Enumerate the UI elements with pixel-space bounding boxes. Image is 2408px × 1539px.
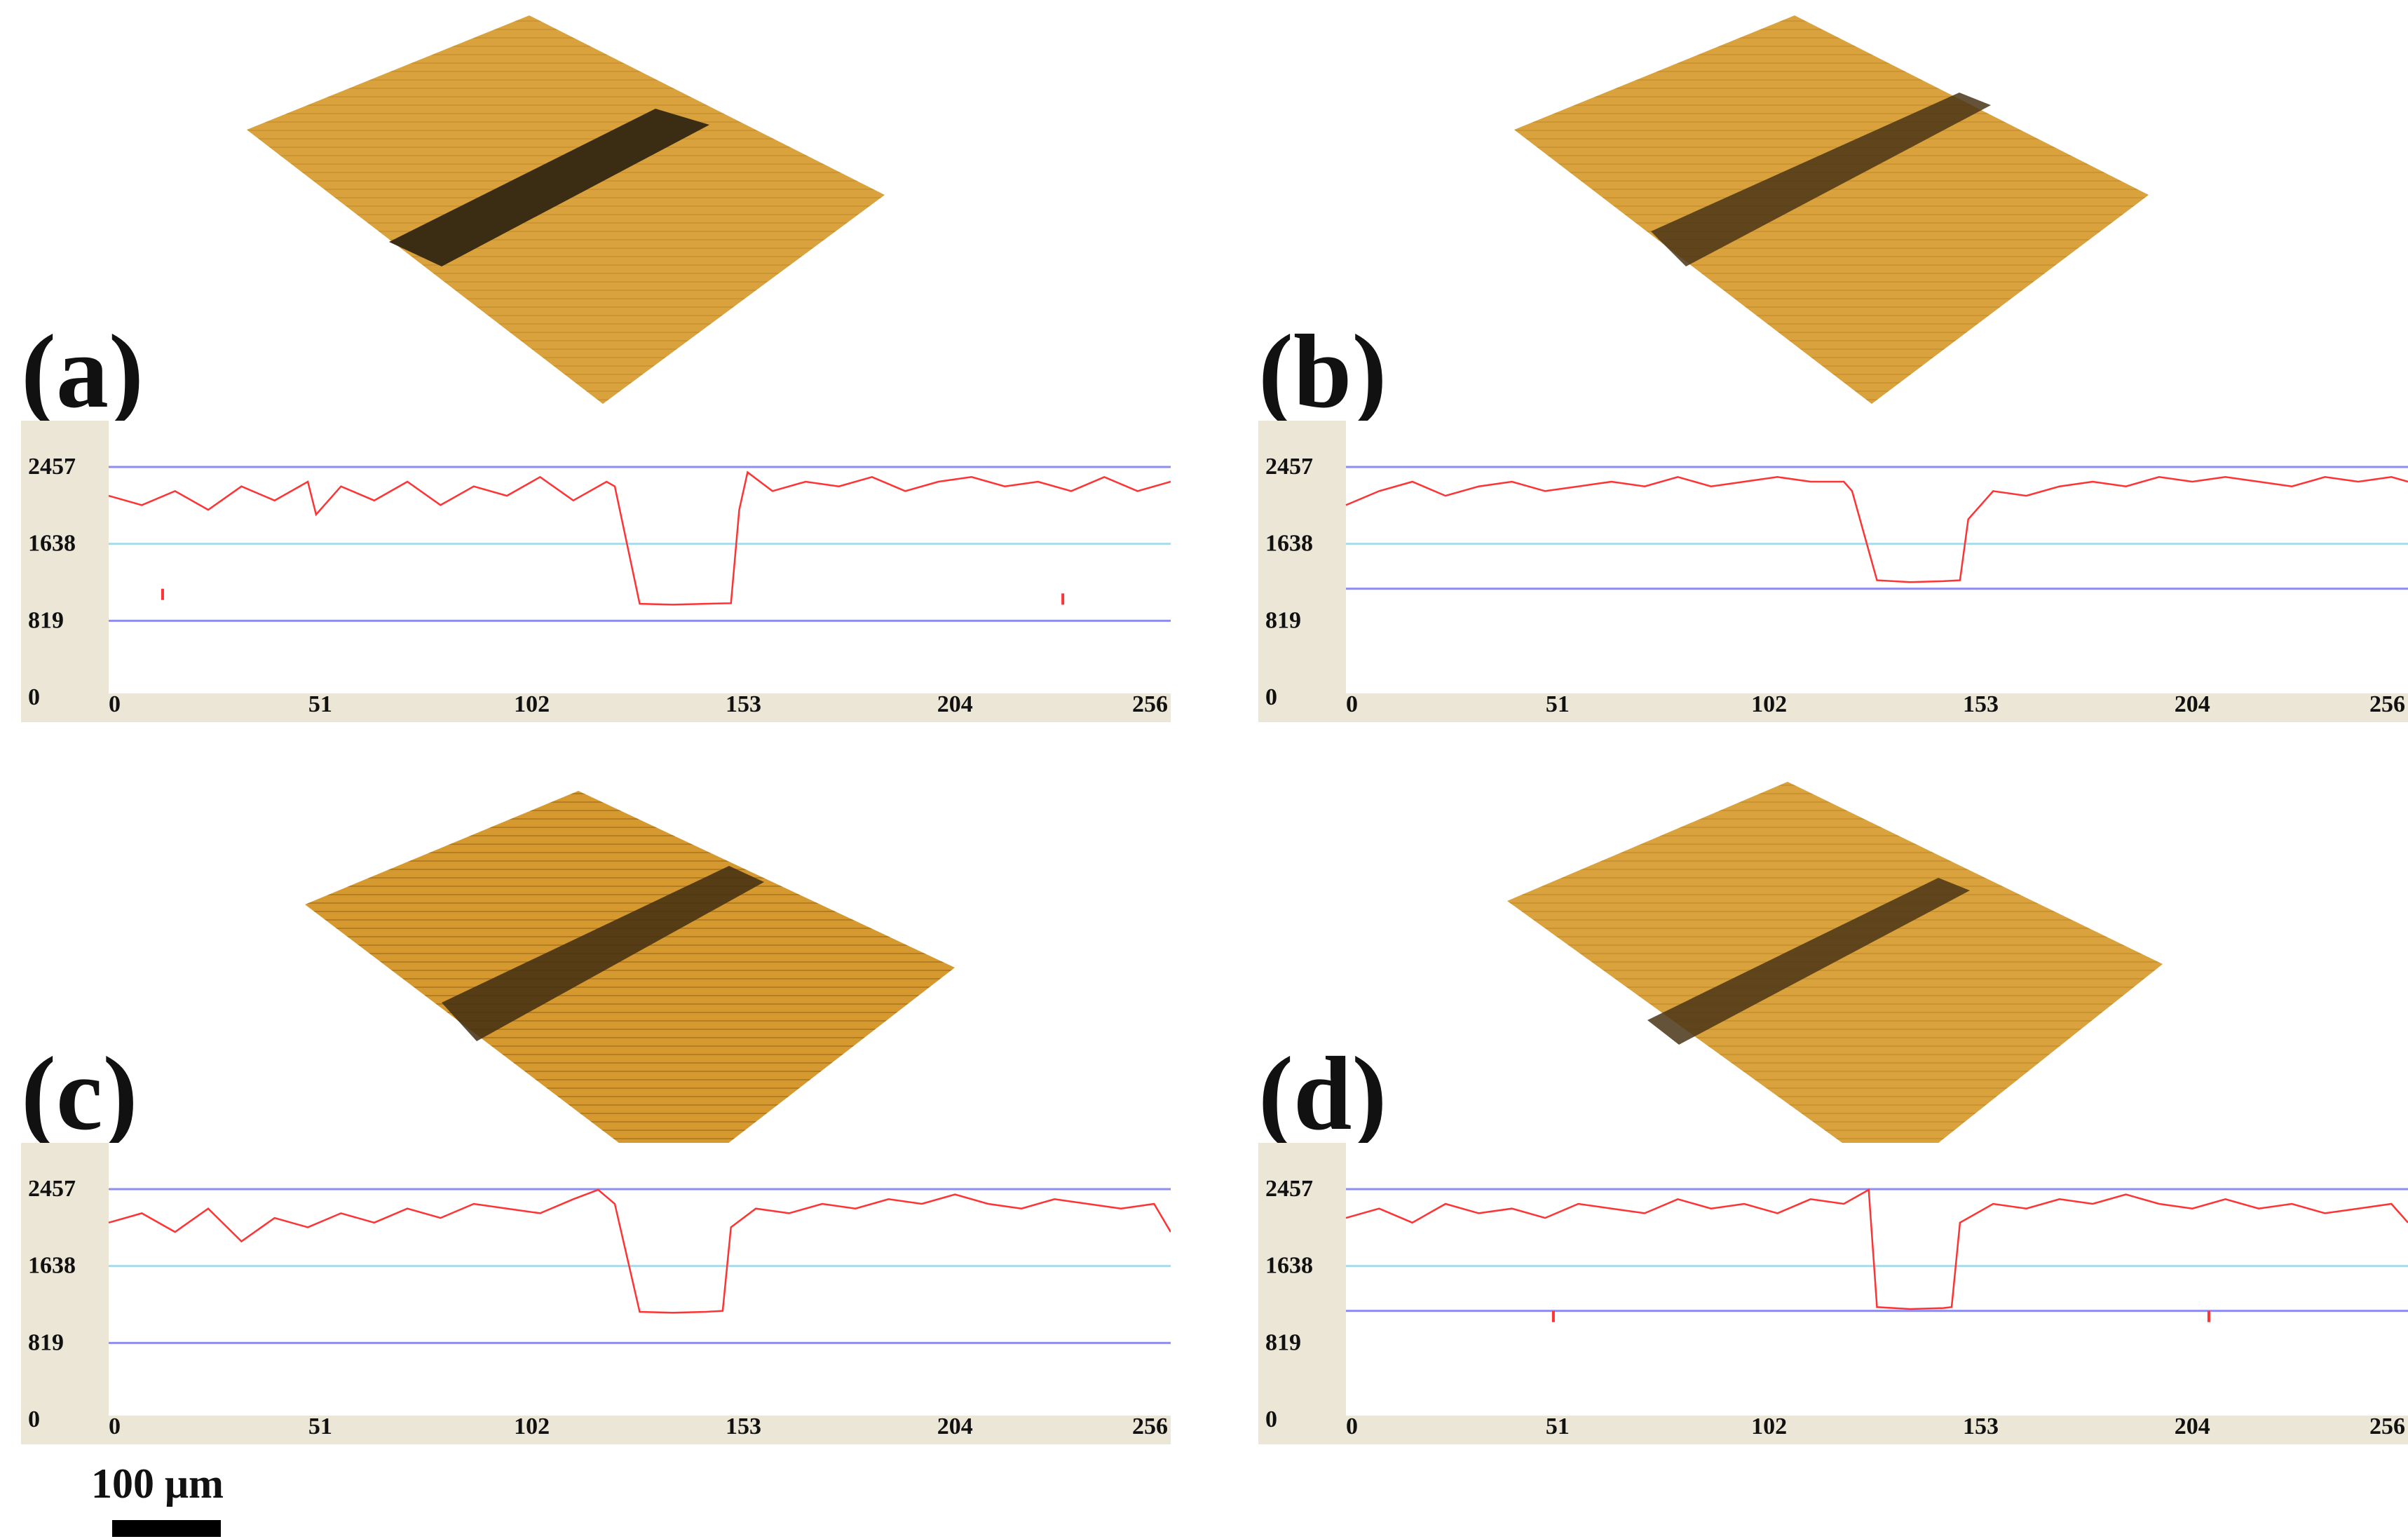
x-tick-label: 0 [109,691,121,717]
profile-line [108,1188,1171,1314]
surface-3d-image [247,15,885,404]
profile-chart: 2457 1638 819 0 0 51 102 153 204 256 [21,421,1171,722]
surface-texture [1514,15,2149,404]
scale-bar-label: 100 μm [91,1460,224,1507]
y-tick-label: 819 [28,1329,64,1355]
panel-b: (b) 2457 1638 819 0 0 51 102 153 204 256 [1237,0,2408,729]
x-tick-label: 102 [1751,691,1787,717]
x-tick-label: 51 [308,691,332,717]
wear-track-groove [442,866,764,1041]
x-tick-label: 0 [1346,691,1358,717]
panel-a: (a) 2457 1638 819 0 0 51 102 153 204 256 [0,0,1202,729]
y-tick-label: 0 [28,684,40,710]
profile-chart: 2457 1638 819 0 0 51 102 153 204 256 [1258,421,2408,722]
y-tick-label: 2457 [28,454,76,480]
x-tick-label: 102 [1751,1413,1787,1439]
x-tick-label: 102 [514,691,550,717]
x-tick-label: 153 [1963,1413,1999,1439]
panel-label: (c) [21,1036,138,1152]
height-profile: 2457 1638 819 0 0 51 102 153 204 256 [1258,1143,2408,1444]
height-profile: 2457 1638 819 0 0 51 102 153 204 256 [21,421,1171,722]
y-tick-label: 0 [1265,684,1277,710]
panel-label: (d) [1258,1036,1387,1152]
y-tick-label: 819 [1265,607,1301,633]
plot-area [109,421,1171,693]
x-tick-label: 51 [1546,691,1570,717]
y-tick-label: 2457 [1265,1176,1313,1202]
x-tick-label: 51 [1546,1413,1570,1439]
plot-area [1346,421,2408,693]
surface-3d-image [1507,782,2163,1179]
x-tick-label: 204 [937,1413,973,1439]
height-profile: 2457 1638 819 0 0 51 102 153 204 256 [21,1143,1171,1444]
x-tick-label: 51 [308,1413,332,1439]
profile-chart: 2457 1638 819 0 0 51 102 153 204 256 [1258,1143,2408,1444]
plot-area [109,1143,1171,1416]
x-tick-label: 153 [726,1413,761,1439]
profile-line [1345,476,2408,583]
x-tick-label: 0 [109,1413,121,1439]
x-tick-label: 153 [726,691,761,717]
profile-line [108,470,1171,606]
profile-line [1345,1188,2408,1310]
x-tick-label: 204 [937,691,973,717]
wear-track-groove [389,109,709,266]
x-tick-label: 102 [514,1413,550,1439]
surface-3d-image [1514,15,2149,404]
x-tick-label: 256 [1132,691,1168,717]
wear-track-groove [1651,93,1991,266]
y-tick-label: 1638 [28,1253,76,1279]
y-tick-label: 1638 [28,531,76,557]
y-tick-label: 2457 [28,1176,76,1202]
surface-texture [1507,782,2163,1179]
x-tick-label: 204 [2175,691,2210,717]
panel-label: (a) [21,313,144,430]
panel-d: (d) 2457 1638 819 0 0 51 102 153 204 256 [1237,722,2408,1451]
x-tick-label: 0 [1346,1413,1358,1439]
y-tick-label: 1638 [1265,1253,1313,1279]
plot-area [1346,1143,2408,1416]
profile-chart: 2457 1638 819 0 0 51 102 153 204 256 [21,1143,1171,1444]
x-tick-label: 256 [2369,691,2405,717]
scale-bar [112,1520,221,1537]
x-tick-label: 204 [2175,1413,2210,1439]
surface-texture [305,791,955,1185]
height-profile: 2457 1638 819 0 0 51 102 153 204 256 [1258,421,2408,722]
y-tick-label: 819 [1265,1329,1301,1355]
y-tick-label: 819 [28,607,64,633]
x-tick-label: 256 [1132,1413,1168,1439]
surface-3d-image [305,791,955,1185]
y-tick-label: 1638 [1265,531,1313,557]
y-tick-label: 2457 [1265,454,1313,480]
surface-texture [247,15,885,404]
y-tick-label: 0 [28,1406,40,1432]
panel-c: (c) 2457 1638 819 0 0 51 102 153 204 256 [0,722,1202,1451]
y-tick-label: 0 [1265,1406,1277,1432]
x-tick-label: 153 [1963,691,1999,717]
panel-label: (b) [1258,313,1387,430]
x-tick-label: 256 [2369,1413,2405,1439]
wear-track-groove [1647,878,1970,1045]
